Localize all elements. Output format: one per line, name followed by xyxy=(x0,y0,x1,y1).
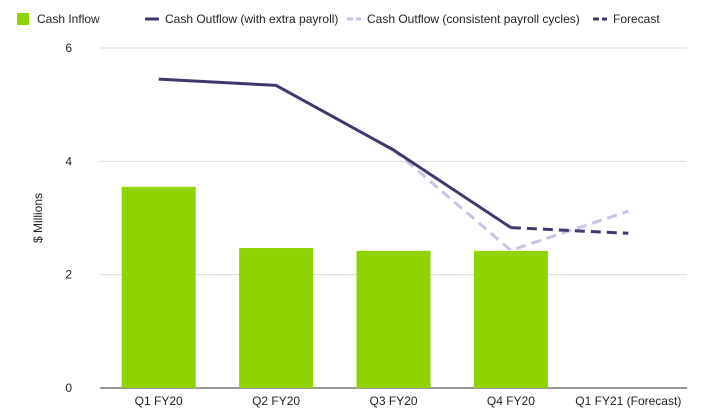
bars xyxy=(121,186,548,388)
y-axis-label: $ Millions xyxy=(31,193,45,243)
legend: Cash Inflow Cash Outflow (with extra payr… xyxy=(17,12,660,26)
y-tick-label: 2 xyxy=(65,268,72,282)
line-cash-outflow-consistent-payroll-cycles- xyxy=(392,148,629,252)
line-forecast xyxy=(510,226,629,235)
x-tick-label: Q3 FY20 xyxy=(369,394,417,408)
bar-cash-inflow xyxy=(121,186,196,388)
y-tick-label: 0 xyxy=(65,381,72,395)
legend-label: Cash Inflow xyxy=(37,12,100,26)
line-cash-outflow-with-extra-payroll- xyxy=(158,77,512,229)
x-tick-label: Q1 FY20 xyxy=(135,394,183,408)
lines xyxy=(158,77,629,252)
y-tick-label: 4 xyxy=(65,154,72,168)
legend-label: Cash Outflow (with extra payroll) xyxy=(165,12,338,26)
bar-cash-inflow xyxy=(473,250,548,388)
bar-cash-inflow xyxy=(356,250,431,388)
x-tick-label: Q2 FY20 xyxy=(252,394,300,408)
x-tick-label: Q1 FY21 (Forecast) xyxy=(575,394,681,408)
y-tick-label: 6 xyxy=(65,41,72,55)
axes: 0 2 4 6 Q1 FY20 Q2 FY20 Q3 FY20 Q4 FY20 Q1 FY21 … xyxy=(65,41,681,408)
legend-label: Cash Outflow (consistent payroll cycles) xyxy=(367,12,580,26)
legend-label: Forecast xyxy=(613,12,660,26)
x-tick-label: Q4 FY20 xyxy=(487,394,535,408)
bar-cash-inflow xyxy=(239,248,314,388)
legend-swatch-cash-inflow xyxy=(17,13,29,25)
